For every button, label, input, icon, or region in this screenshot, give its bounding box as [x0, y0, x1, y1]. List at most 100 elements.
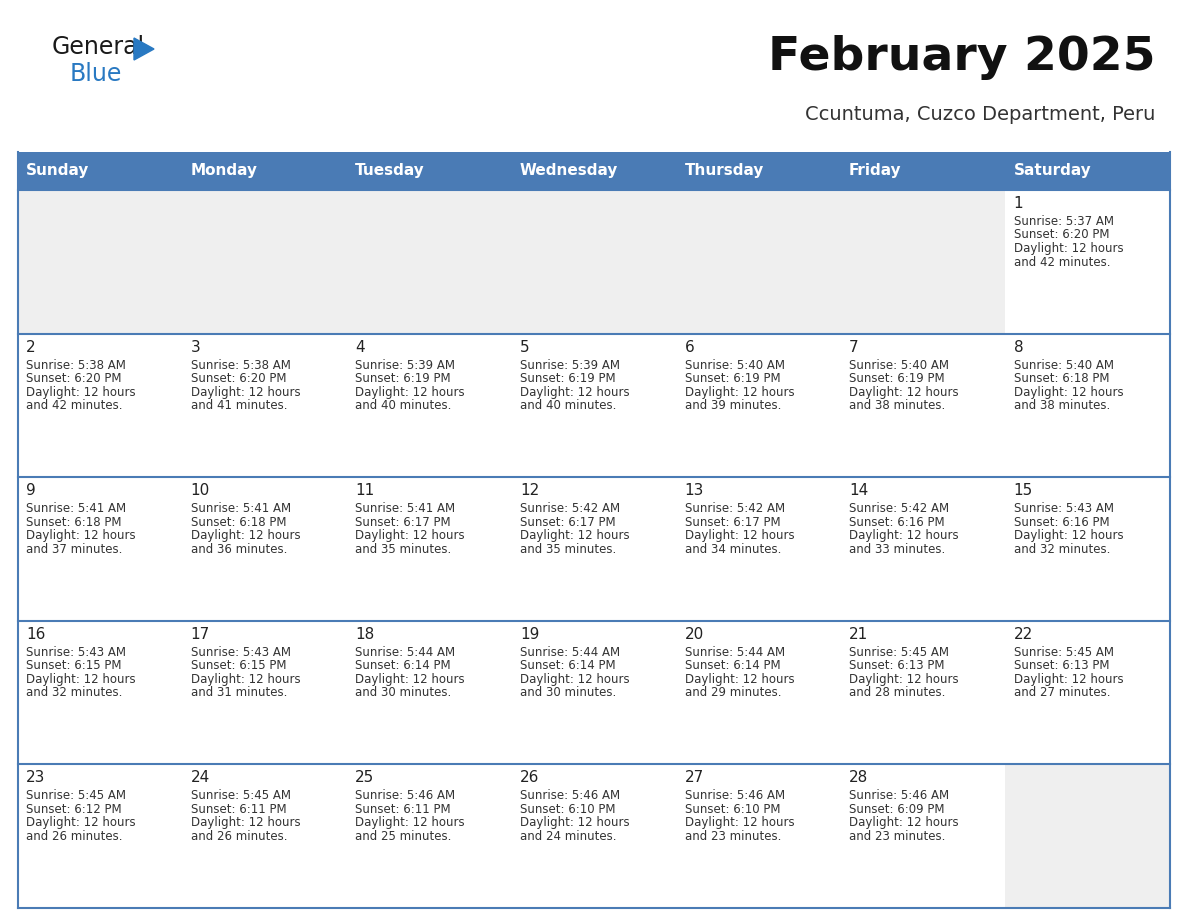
- Text: and 40 minutes.: and 40 minutes.: [355, 399, 451, 412]
- Bar: [183, 477, 347, 621]
- Text: and 24 minutes.: and 24 minutes.: [520, 830, 617, 843]
- Text: Daylight: 12 hours: Daylight: 12 hours: [26, 529, 135, 543]
- Text: and 37 minutes.: and 37 minutes.: [26, 543, 122, 555]
- Text: Sunrise: 5:44 AM: Sunrise: 5:44 AM: [355, 645, 455, 659]
- Text: Sunset: 6:14 PM: Sunset: 6:14 PM: [355, 659, 451, 672]
- Bar: [1005, 477, 1170, 621]
- Text: and 30 minutes.: and 30 minutes.: [355, 687, 451, 700]
- Text: Sunrise: 5:40 AM: Sunrise: 5:40 AM: [849, 359, 949, 372]
- Text: Blue: Blue: [70, 62, 122, 86]
- Bar: [512, 190, 676, 333]
- Text: Daylight: 12 hours: Daylight: 12 hours: [355, 386, 465, 398]
- Text: 24: 24: [191, 770, 210, 786]
- Text: and 26 minutes.: and 26 minutes.: [191, 830, 287, 843]
- Text: and 41 minutes.: and 41 minutes.: [191, 399, 287, 412]
- Text: Sunset: 6:19 PM: Sunset: 6:19 PM: [355, 372, 451, 385]
- Bar: [841, 621, 1005, 765]
- Text: Sunset: 6:16 PM: Sunset: 6:16 PM: [849, 516, 944, 529]
- Text: and 30 minutes.: and 30 minutes.: [520, 687, 617, 700]
- Text: 11: 11: [355, 483, 374, 498]
- Text: Daylight: 12 hours: Daylight: 12 hours: [684, 673, 794, 686]
- Text: 6: 6: [684, 340, 694, 354]
- Text: Daylight: 12 hours: Daylight: 12 hours: [26, 386, 135, 398]
- Text: Sunday: Sunday: [26, 163, 89, 178]
- Text: Sunrise: 5:45 AM: Sunrise: 5:45 AM: [191, 789, 291, 802]
- Bar: [512, 152, 676, 190]
- Bar: [841, 333, 1005, 477]
- Bar: [1005, 190, 1170, 333]
- Text: and 38 minutes.: and 38 minutes.: [849, 399, 946, 412]
- Text: Daylight: 12 hours: Daylight: 12 hours: [191, 386, 301, 398]
- Bar: [18, 765, 183, 908]
- Text: Saturday: Saturday: [1013, 163, 1092, 178]
- Text: Sunset: 6:19 PM: Sunset: 6:19 PM: [684, 372, 781, 385]
- Text: Daylight: 12 hours: Daylight: 12 hours: [1013, 673, 1124, 686]
- Text: Daylight: 12 hours: Daylight: 12 hours: [684, 386, 794, 398]
- Text: Sunrise: 5:42 AM: Sunrise: 5:42 AM: [849, 502, 949, 515]
- Text: Sunset: 6:18 PM: Sunset: 6:18 PM: [26, 516, 121, 529]
- Bar: [1005, 621, 1170, 765]
- Text: 25: 25: [355, 770, 374, 786]
- Text: Sunset: 6:20 PM: Sunset: 6:20 PM: [1013, 229, 1110, 241]
- Text: Sunset: 6:15 PM: Sunset: 6:15 PM: [191, 659, 286, 672]
- Text: Sunrise: 5:43 AM: Sunrise: 5:43 AM: [1013, 502, 1113, 515]
- Text: Daylight: 12 hours: Daylight: 12 hours: [191, 529, 301, 543]
- Text: 27: 27: [684, 770, 703, 786]
- Text: Daylight: 12 hours: Daylight: 12 hours: [1013, 242, 1124, 255]
- Bar: [18, 477, 183, 621]
- Bar: [347, 190, 512, 333]
- Text: Daylight: 12 hours: Daylight: 12 hours: [849, 816, 959, 829]
- Text: Sunrise: 5:46 AM: Sunrise: 5:46 AM: [684, 789, 784, 802]
- Bar: [676, 152, 841, 190]
- Text: Sunset: 6:14 PM: Sunset: 6:14 PM: [520, 659, 615, 672]
- Text: Wednesday: Wednesday: [520, 163, 618, 178]
- Text: Thursday: Thursday: [684, 163, 764, 178]
- Text: Sunrise: 5:41 AM: Sunrise: 5:41 AM: [26, 502, 126, 515]
- Text: Sunrise: 5:41 AM: Sunrise: 5:41 AM: [355, 502, 455, 515]
- Text: Daylight: 12 hours: Daylight: 12 hours: [26, 673, 135, 686]
- Polygon shape: [134, 38, 154, 60]
- Bar: [18, 621, 183, 765]
- Bar: [841, 477, 1005, 621]
- Text: Sunrise: 5:40 AM: Sunrise: 5:40 AM: [684, 359, 784, 372]
- Text: Sunset: 6:19 PM: Sunset: 6:19 PM: [520, 372, 615, 385]
- Bar: [18, 333, 183, 477]
- Text: 20: 20: [684, 627, 703, 642]
- Text: Monday: Monday: [191, 163, 258, 178]
- Text: and 34 minutes.: and 34 minutes.: [684, 543, 781, 555]
- Text: Sunrise: 5:45 AM: Sunrise: 5:45 AM: [26, 789, 126, 802]
- Text: Sunset: 6:17 PM: Sunset: 6:17 PM: [355, 516, 451, 529]
- Text: Sunset: 6:18 PM: Sunset: 6:18 PM: [1013, 372, 1110, 385]
- Bar: [676, 477, 841, 621]
- Bar: [183, 333, 347, 477]
- Bar: [676, 190, 841, 333]
- Bar: [183, 152, 347, 190]
- Text: Daylight: 12 hours: Daylight: 12 hours: [355, 673, 465, 686]
- Bar: [512, 477, 676, 621]
- Text: Daylight: 12 hours: Daylight: 12 hours: [191, 816, 301, 829]
- Text: Sunset: 6:16 PM: Sunset: 6:16 PM: [1013, 516, 1110, 529]
- Text: and 23 minutes.: and 23 minutes.: [849, 830, 946, 843]
- Text: General: General: [52, 35, 145, 59]
- Text: 23: 23: [26, 770, 45, 786]
- Bar: [676, 333, 841, 477]
- Text: Sunrise: 5:42 AM: Sunrise: 5:42 AM: [684, 502, 784, 515]
- Text: Sunrise: 5:42 AM: Sunrise: 5:42 AM: [520, 502, 620, 515]
- Bar: [183, 765, 347, 908]
- Text: Ccuntuma, Cuzco Department, Peru: Ccuntuma, Cuzco Department, Peru: [804, 105, 1155, 124]
- Text: Sunset: 6:11 PM: Sunset: 6:11 PM: [191, 803, 286, 816]
- Text: Sunset: 6:13 PM: Sunset: 6:13 PM: [1013, 659, 1110, 672]
- Bar: [841, 190, 1005, 333]
- Bar: [183, 621, 347, 765]
- Text: Friday: Friday: [849, 163, 902, 178]
- Text: 10: 10: [191, 483, 210, 498]
- Text: Sunrise: 5:43 AM: Sunrise: 5:43 AM: [26, 645, 126, 659]
- Text: Sunrise: 5:38 AM: Sunrise: 5:38 AM: [191, 359, 291, 372]
- Text: 18: 18: [355, 627, 374, 642]
- Text: Daylight: 12 hours: Daylight: 12 hours: [1013, 386, 1124, 398]
- Text: and 42 minutes.: and 42 minutes.: [26, 399, 122, 412]
- Bar: [1005, 333, 1170, 477]
- Text: Sunrise: 5:44 AM: Sunrise: 5:44 AM: [684, 645, 784, 659]
- Text: Daylight: 12 hours: Daylight: 12 hours: [355, 529, 465, 543]
- Text: and 25 minutes.: and 25 minutes.: [355, 830, 451, 843]
